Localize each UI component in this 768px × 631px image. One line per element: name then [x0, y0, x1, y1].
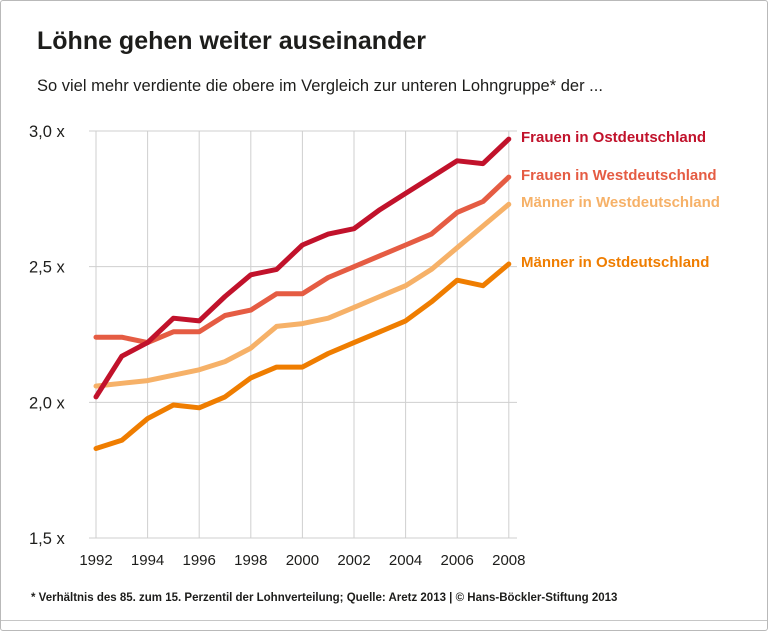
series-label: Männer in Westdeutschland [521, 194, 720, 212]
x-tick-label: 2000 [286, 552, 319, 569]
y-tick-label: 2,0 x [29, 394, 66, 412]
x-tick-label: 2002 [337, 552, 370, 569]
line-chart: 3,0 x 2,5 x 2,0 x 1,5 x 1992 1994 1996 1998 2000… [1, 113, 767, 583]
x-tick-label: 1992 [79, 552, 112, 569]
x-tick-label: 2008 [492, 552, 525, 569]
footer-divider [1, 620, 767, 621]
series-line [93, 174, 512, 346]
x-tick-label: 2004 [389, 552, 422, 569]
x-tick-label: 1998 [234, 552, 267, 569]
chart-canvas: 3,0 x 2,5 x 2,0 x 1,5 x 1992 1994 1996 1998 2000… [29, 123, 525, 569]
source-footnote: * Verhältnis des 85. zum 15. Perzentil d… [31, 592, 618, 604]
y-tick-label: 1,5 x [29, 530, 66, 548]
series-line [93, 136, 512, 400]
y-tick-label: 3,0 x [29, 123, 66, 141]
x-tick-label: 2006 [441, 552, 474, 569]
y-tick-label: 2,5 x [29, 259, 66, 277]
x-tick-label: 1996 [183, 552, 216, 569]
series-label: Männer in Ostdeutschland [521, 253, 710, 271]
series-line [93, 201, 512, 389]
chart-subtitle: So viel mehr verdiente die obere im Verg… [37, 77, 603, 95]
series-label: Frauen in Ostdeutschland [521, 129, 707, 147]
series-line [93, 261, 512, 451]
x-tick-label: 1994 [131, 552, 164, 569]
series-label: Frauen in Westdeutschland [521, 167, 717, 185]
chart-title: Löhne gehen weiter auseinander [37, 27, 426, 55]
